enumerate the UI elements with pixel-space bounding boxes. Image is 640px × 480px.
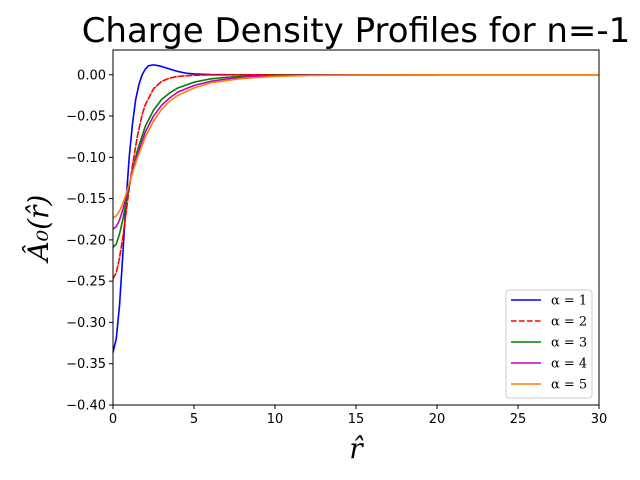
legend-label: α = 2 [551,315,587,330]
legend-label: α = 3 [551,336,587,351]
x-tick-label: 15 [348,412,365,427]
x-axis-label: r̂ [349,432,364,465]
y-tick-label: −0.15 [66,192,106,207]
y-tick-label: −0.25 [66,275,106,290]
x-tick-label: 30 [591,412,608,427]
x-tick-label: 5 [190,412,198,427]
y-tick-label: −0.40 [66,399,106,414]
y-tick-label: −0.05 [66,110,106,125]
x-tick-label: 25 [510,412,527,427]
y-axis-label: Â₀(r̂) [22,195,55,265]
legend-entries: α = 1 α = 2 α = 3 α = 4 α = 5 [511,294,587,393]
x-tick-label: 0 [109,412,117,427]
y-tick-label: −0.10 [66,151,106,166]
series-layer [113,64,599,354]
y-axis: 0.00 −0.05 −0.10 −0.15 −0.20 −0.25 −0.30 −0.35 −… [66,68,113,414]
legend: α = 1 α = 2 α = 3 α = 4 α = 5 [505,289,593,399]
legend-label: α = 4 [551,357,587,372]
legend-frame [505,289,593,399]
y-tick-label: 0.00 [77,68,106,83]
y-tick-label: −0.20 [66,233,106,248]
series-line-alpha-2 [113,73,438,280]
legend-label: α = 1 [551,294,587,309]
y-tick-label: −0.35 [66,357,106,372]
x-axis: 0 5 10 15 20 25 30 [109,405,607,427]
x-tick-label: 10 [267,412,284,427]
x-tick-label: 20 [429,412,446,427]
series-line-alpha-5 [113,73,599,219]
chart-title: Charge Density Profiles for n=-1 [82,11,631,51]
y-tick-label: −0.30 [66,316,106,331]
legend-label: α = 5 [551,378,587,393]
